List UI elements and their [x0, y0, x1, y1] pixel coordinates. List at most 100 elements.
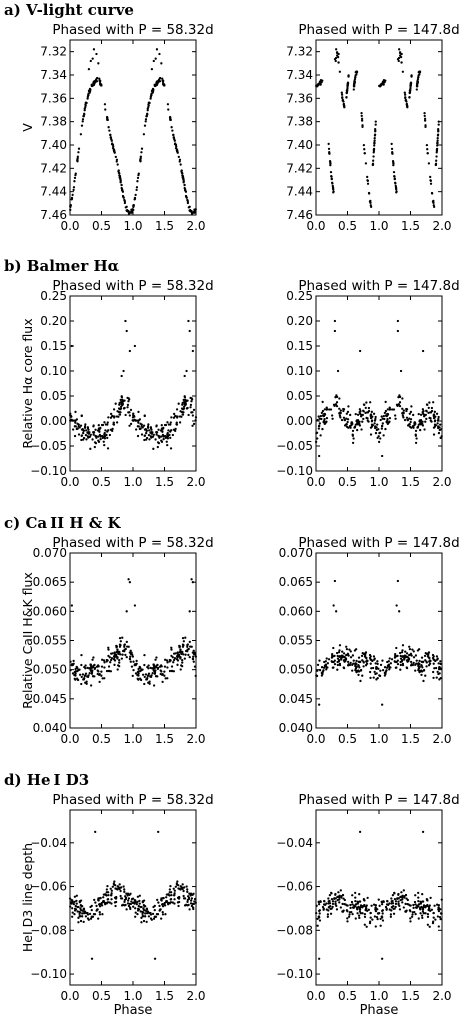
plot-6-point — [414, 663, 417, 667]
plot-8-point — [341, 902, 344, 906]
plot-7-point — [82, 907, 85, 910]
plot-3-point — [181, 403, 184, 406]
plot-7-point — [98, 903, 101, 906]
plot-3-point — [128, 411, 131, 414]
plot-6-point — [408, 653, 411, 657]
plot-7-point — [126, 893, 130, 896]
plot-7-point — [188, 908, 191, 911]
plot-5-point — [82, 678, 86, 681]
plot-8-ytick-label: −0.10 — [276, 967, 313, 981]
plot-5-point — [117, 664, 120, 667]
plot-5-xtick-label: 0.5 — [92, 732, 111, 746]
plot-5-point — [113, 656, 116, 659]
plot-6-point — [345, 645, 348, 648]
plot-5-point — [72, 659, 75, 662]
plot-3-point — [165, 440, 168, 443]
plot-6-ytick-label: 0.070 — [279, 546, 313, 560]
plot-6-point — [436, 657, 439, 660]
plot-2-point — [416, 79, 419, 83]
plot-3-point — [187, 319, 190, 323]
plot-4-point — [414, 422, 417, 425]
plot-2-ytick-label: 7.46 — [286, 208, 313, 222]
plot-1-point — [97, 62, 100, 65]
plot-4-point — [346, 420, 349, 424]
plot-8-point — [434, 918, 437, 921]
plot-3-point — [126, 396, 129, 400]
plot-1-point — [150, 94, 153, 97]
plot-6-point — [412, 661, 415, 665]
plot-1-point — [182, 181, 185, 184]
plot-2-point — [418, 73, 421, 76]
plot-5-point — [181, 658, 184, 662]
plot-5-point — [76, 667, 79, 670]
plot-3-point — [157, 435, 161, 438]
plot-2-point — [327, 147, 331, 151]
plot-8-point — [365, 925, 368, 928]
plot-2-point — [436, 139, 439, 142]
plot-3-point — [147, 433, 151, 437]
plot-7-point — [106, 884, 109, 888]
plot-2-point — [398, 48, 401, 51]
plot-8-point — [330, 897, 334, 901]
plot-5-xtick-label: 0.0 — [60, 732, 79, 746]
plot-8-point — [352, 906, 355, 909]
plot-4-point — [426, 403, 429, 406]
plot-8-point — [338, 901, 341, 904]
plot-8-point — [422, 905, 425, 909]
plot-3-point — [105, 433, 108, 437]
plot-7-point — [98, 910, 101, 914]
plot-6-point — [332, 604, 335, 607]
plot-4-point — [338, 407, 341, 410]
plot-5-point — [147, 664, 150, 667]
plot-5-point — [168, 669, 172, 673]
plot-7-point — [81, 915, 84, 918]
plot-5-point — [80, 675, 83, 679]
plot-7-point — [182, 889, 185, 893]
plot-7-point — [149, 911, 152, 915]
plot-8-point — [377, 898, 380, 901]
plot-3-point — [194, 416, 198, 419]
plot-4-point — [399, 369, 403, 373]
plot-6-point — [427, 651, 431, 654]
plot-6-point — [410, 663, 413, 666]
plot-5-point — [92, 664, 95, 667]
plot-7-point — [77, 921, 80, 924]
plot-8-point — [316, 924, 319, 927]
plot-8-xtick-label: 0.0 — [306, 989, 325, 1003]
plot-5-point — [176, 651, 179, 654]
plot-4-point — [334, 396, 337, 399]
plot-8-point — [401, 901, 404, 904]
plot-3-point — [160, 440, 164, 443]
plot-5-point — [123, 650, 126, 653]
plot-4-point — [405, 409, 408, 413]
plot-3-point — [160, 435, 163, 438]
plot-8-point — [411, 913, 414, 916]
plot-6-point — [347, 654, 350, 657]
plot-7-xtick-label: 1.0 — [123, 989, 142, 1003]
plot-1-point — [179, 163, 182, 166]
plot-8-point — [361, 912, 364, 915]
plot-6-point — [407, 659, 410, 663]
plot-6-point — [325, 668, 328, 671]
plot-5-point — [193, 651, 196, 654]
plot-1-point — [125, 205, 128, 208]
plot-2-point — [426, 152, 429, 155]
plot-7-point — [161, 910, 164, 914]
plot-2-point — [362, 143, 366, 147]
plot-8-point — [414, 912, 417, 916]
plot-6-point — [372, 676, 375, 679]
plot-8-point — [334, 900, 337, 903]
plot-7-point — [152, 917, 156, 920]
plot-3-point — [192, 408, 196, 412]
plot-5-point — [180, 664, 183, 667]
plot-3-point — [80, 428, 84, 431]
plot-3-point — [145, 431, 148, 435]
plot-3-point — [93, 441, 97, 444]
plot-4-point — [333, 329, 337, 333]
plot-3-point — [78, 426, 81, 429]
plot-8-point — [409, 917, 412, 920]
plot-8-point — [316, 917, 319, 921]
plot-7-point — [75, 902, 78, 905]
plot-8-point — [422, 904, 426, 907]
plot-1-point — [86, 97, 89, 100]
